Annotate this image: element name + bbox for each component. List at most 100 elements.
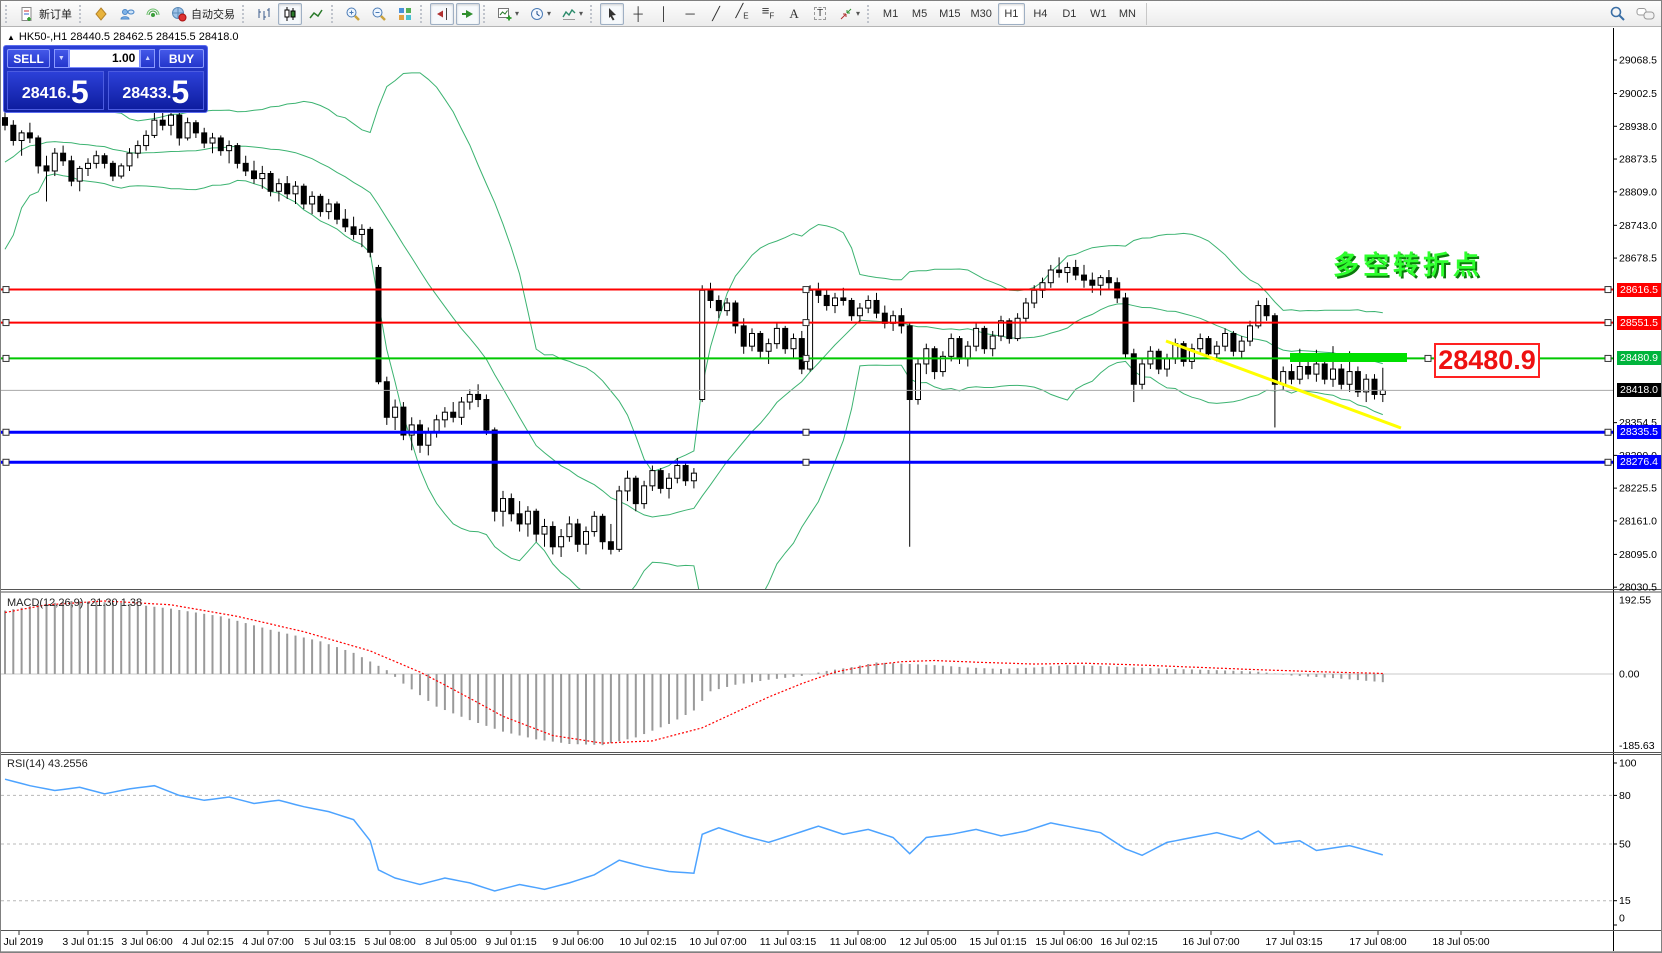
time-tick-label: 10 Jul 02:15 — [619, 936, 676, 948]
line-handle[interactable] — [2, 354, 10, 362]
toolbar-button-text-label[interactable]: T — [808, 3, 832, 25]
rsi-tick-label: 50 — [1619, 839, 1631, 851]
timeframe-button-m5[interactable]: M5 — [911, 7, 928, 20]
toolbar-button-zoom-out[interactable] — [367, 3, 391, 25]
toolbar-button-signals[interactable] — [141, 3, 165, 25]
toolbar-button-text[interactable]: A — [782, 3, 806, 25]
toolbar-button-fibonacci[interactable]: ≡F — [756, 3, 780, 25]
toolbar-button-line-chart[interactable] — [304, 3, 328, 25]
timeframe-button-d1[interactable]: D1 — [1062, 7, 1077, 20]
timeframe-button-mn[interactable]: MN — [1118, 7, 1136, 20]
toolbar-button-auto-scroll[interactable] — [456, 2, 480, 25]
timeframe-button-w1[interactable]: W1 — [1090, 7, 1107, 20]
line-handle[interactable] — [1604, 458, 1612, 466]
line-handle[interactable] — [802, 354, 810, 362]
toolbar-button-shift-chart[interactable] — [430, 2, 454, 25]
time-tick-label: 2 Jul 2019 — [1, 936, 43, 948]
candle-body — [998, 320, 1004, 337]
sell-button[interactable]: SELL — [7, 49, 51, 68]
toolbar-button-channel[interactable]: ╱E — [730, 3, 754, 25]
toolbar-button-profiles[interactable]: ▾ — [525, 3, 555, 25]
time-tick-label: 4 Jul 07:00 — [242, 936, 294, 948]
toolbar-button-autotrade[interactable]: 自动交易 — [167, 3, 239, 25]
toolbar-button-candle-chart[interactable] — [278, 2, 302, 25]
sell-price-pip: 5 — [70, 74, 89, 110]
candle-body — [690, 472, 697, 482]
line-handle[interactable] — [802, 458, 810, 466]
toolbar-grip — [79, 4, 84, 23]
toolbar-button-cursor[interactable] — [600, 2, 625, 25]
candle-body — [624, 477, 631, 492]
candle-body — [1122, 297, 1129, 355]
toolbar-button-new-chart[interactable]: ▾ — [493, 3, 523, 25]
toolbar-grip — [242, 4, 247, 23]
collapse-arrow-icon[interactable]: ▲ — [7, 33, 15, 42]
toolbar-button-community[interactable] — [115, 3, 139, 25]
candle-body — [856, 307, 863, 317]
timeframe-button-h4[interactable]: H4 — [1033, 7, 1048, 20]
candle-body — [1313, 363, 1320, 375]
turning-point-annotation[interactable]: 多空转折点 — [1333, 250, 1484, 280]
candle-body — [168, 114, 174, 126]
toolbar-button-tile-windows[interactable] — [393, 3, 417, 25]
symbol-header[interactable]: ▲ HK50-,H1 28440.5 28462.5 28415.5 28418.… — [7, 31, 239, 43]
symbol-ohlc-text: HK50-,H1 28440.5 28462.5 28415.5 28418.0 — [18, 31, 239, 43]
buy-button[interactable]: BUY — [158, 49, 205, 68]
line-handle[interactable] — [1604, 428, 1612, 436]
candle-body — [159, 119, 166, 126]
candle-body — [873, 299, 880, 314]
rsi-indicator-label: RSI(14) 43.2556 — [7, 758, 88, 770]
candle-body — [151, 119, 158, 136]
timeframe-button-m1[interactable]: M1 — [882, 7, 899, 20]
candle-body — [251, 170, 257, 180]
candle-body — [1222, 332, 1229, 347]
toolbar-button-vertical-line[interactable]: │ — [652, 3, 676, 25]
timeframe-button-m15[interactable]: M15 — [939, 7, 961, 20]
line-handle[interactable] — [1604, 286, 1612, 294]
search-button[interactable] — [1605, 3, 1630, 25]
buy-price-box[interactable]: 28433. 5 — [107, 71, 204, 110]
toolbar-button-zoom-in[interactable] — [341, 3, 365, 25]
toolbar-button-crosshair[interactable]: ┼ — [626, 3, 650, 25]
sell-price-box[interactable]: 28416. 5 — [7, 71, 104, 110]
price-callout-box[interactable]: 28480.9 — [1434, 343, 1540, 378]
toolbar-button-new-order[interactable]: 新订单 — [15, 3, 76, 25]
line-handle[interactable] — [1604, 319, 1612, 327]
candle-body — [699, 289, 706, 401]
line-handle[interactable] — [2, 319, 10, 327]
line-handle[interactable] — [2, 458, 10, 466]
candle-body — [392, 406, 399, 418]
toolbar-button-market[interactable] — [89, 3, 113, 25]
toolbar-button-bar-chart[interactable] — [252, 3, 276, 25]
candle-body — [325, 203, 332, 213]
price-tick-label: 29068.5 — [1619, 54, 1657, 66]
highlight-rectangle[interactable] — [1290, 353, 1407, 362]
line-handle[interactable] — [2, 286, 10, 294]
candle-body — [1363, 378, 1370, 393]
candle-body — [516, 513, 523, 525]
line-handle[interactable] — [2, 428, 10, 436]
toolbar-button-indicators[interactable]: ▾ — [557, 3, 587, 25]
toolbar-button-trendline[interactable]: ╱ — [704, 3, 728, 25]
line-handle[interactable] — [1424, 354, 1432, 362]
toolbar-button-horizontal-line[interactable]: ─ — [678, 3, 702, 25]
candle-body — [35, 137, 42, 167]
volume-input[interactable]: 1.00 — [68, 49, 141, 68]
timeframe-button-m30[interactable]: M30 — [970, 7, 992, 20]
volume-down-button[interactable]: ▼ — [54, 49, 69, 68]
rsi-tick-label: 15 — [1619, 895, 1631, 907]
chat-button[interactable] — [1632, 3, 1660, 25]
line-handle[interactable] — [802, 319, 810, 327]
line-handle[interactable] — [802, 428, 810, 436]
line-handle[interactable] — [802, 286, 810, 294]
timeframe-button-h1[interactable]: H1 — [997, 2, 1025, 25]
candle-body — [1330, 368, 1336, 380]
line-handle[interactable] — [1604, 354, 1612, 362]
new-order-icon — [19, 6, 35, 22]
toolbar-button-arrows[interactable]: ▾ — [834, 3, 864, 25]
time-tick-label: 11 Jul 08:00 — [830, 936, 887, 948]
yellow-trendline[interactable] — [1165, 339, 1402, 430]
candle-body — [508, 498, 515, 515]
volume-up-button[interactable]: ▲ — [140, 49, 156, 68]
